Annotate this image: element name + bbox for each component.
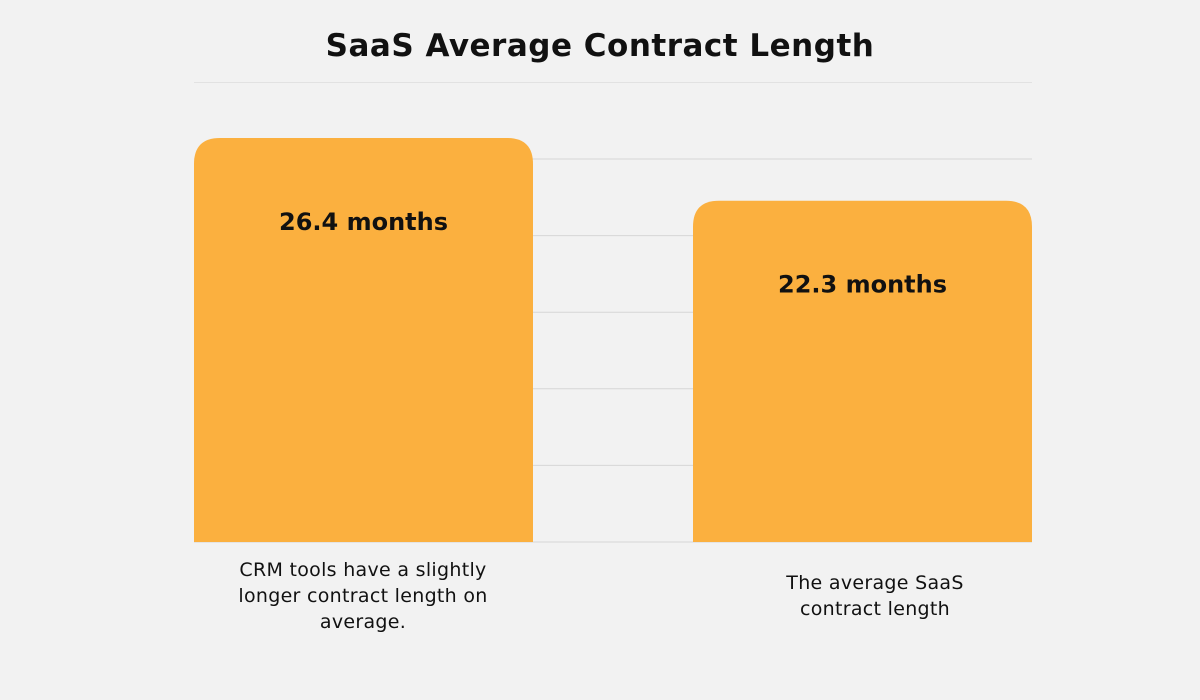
bars: 26.4 months 22.3 months (194, 138, 1032, 542)
bar-value-label-0: 26.4 months (279, 208, 448, 236)
category-label-crm: CRM tools have a slightly longer contrac… (238, 559, 488, 633)
category-label-saas-average: The average SaaS contract length (786, 572, 964, 620)
bar-value-label-1: 22.3 months (778, 271, 947, 299)
bar-1 (693, 200, 1032, 542)
bar-0 (194, 138, 533, 542)
title-divider (194, 82, 1032, 83)
chart-title: SaaS Average Contract Length (325, 28, 875, 64)
